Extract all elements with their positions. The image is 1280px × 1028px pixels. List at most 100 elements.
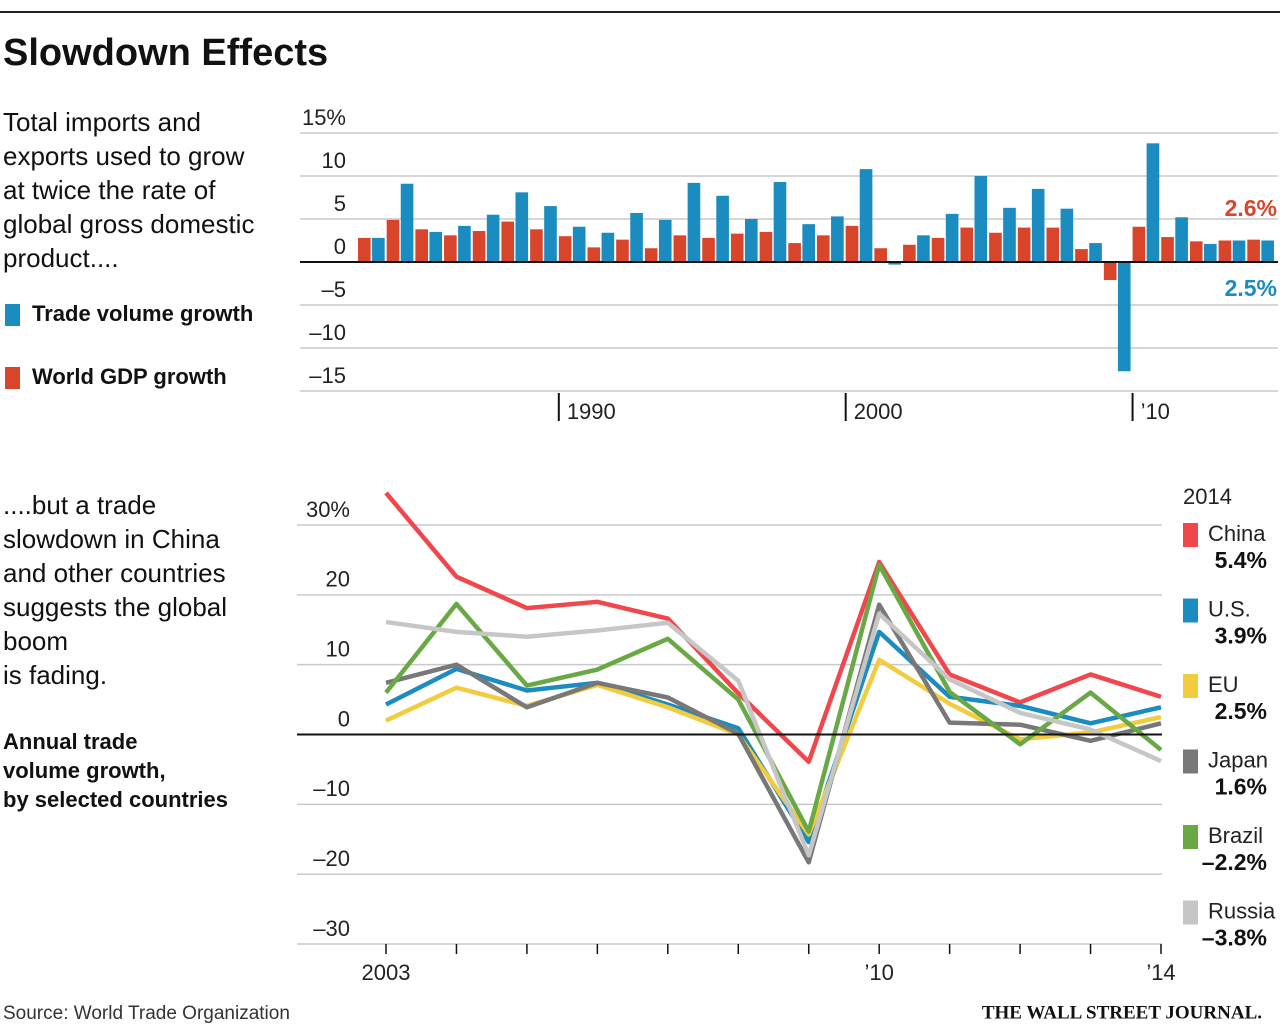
bar <box>1089 243 1102 262</box>
legend-swatch <box>1183 523 1198 547</box>
bar <box>587 247 601 262</box>
legend-label: U.S. <box>1208 596 1251 621</box>
legend-swatch <box>5 367 20 389</box>
bar <box>1046 227 1060 262</box>
bar <box>1189 241 1203 262</box>
description-line: slowdown in China <box>3 524 220 554</box>
bar <box>1003 207 1016 262</box>
bar <box>1017 227 1031 262</box>
legend-label: EU <box>1208 672 1239 697</box>
legend-label: Japan <box>1208 747 1268 772</box>
bar <box>515 192 529 262</box>
y-tick-label: 30% <box>306 497 350 522</box>
y-tick-label: –10 <box>313 776 350 801</box>
bar <box>1060 208 1074 262</box>
y-tick-label: –30 <box>313 916 350 941</box>
bar <box>1261 240 1274 262</box>
legend-value: 2.5% <box>1215 698 1267 724</box>
bar <box>358 237 371 262</box>
description-line: product.... <box>3 243 119 273</box>
description-line: Total imports and <box>3 107 201 137</box>
y-tick-label: –5 <box>322 277 346 302</box>
x-tick-label: ’14 <box>1146 960 1175 985</box>
description-line: at twice the rate of <box>3 175 216 205</box>
x-tick-label: ’10 <box>1141 399 1170 424</box>
series-line <box>385 602 1162 865</box>
legend-value: 3.9% <box>1215 623 1267 649</box>
bar <box>1232 240 1246 262</box>
bar <box>931 237 945 262</box>
bar <box>874 248 887 262</box>
bar <box>1031 188 1045 262</box>
bar <box>530 229 543 262</box>
y-tick-label: 15% <box>302 105 346 130</box>
bar <box>773 182 787 262</box>
source-note: Source: World Trade Organization <box>3 1003 290 1024</box>
bar <box>372 237 385 262</box>
description-line: suggests the global <box>3 592 227 622</box>
bar <box>903 244 916 262</box>
y-tick-label: –15 <box>309 363 346 388</box>
bar <box>572 226 586 262</box>
x-tick-label: 1990 <box>567 399 616 424</box>
bar <box>730 233 744 262</box>
bar <box>616 239 629 262</box>
legend-swatch <box>1183 598 1198 623</box>
legend-value: –2.2% <box>1202 849 1267 875</box>
description-line: ....but a trade <box>3 490 156 520</box>
bar <box>845 225 859 262</box>
x-tick-label: 2000 <box>854 399 903 424</box>
bar <box>1203 243 1217 262</box>
x-tick-label: ’10 <box>865 960 894 985</box>
bar <box>386 219 400 262</box>
bar <box>859 169 873 262</box>
bar <box>687 182 701 262</box>
bar <box>644 248 658 262</box>
legend-label: China <box>1208 521 1266 546</box>
legend-swatch <box>1183 674 1198 698</box>
bar <box>989 232 1002 262</box>
legend-label: World GDP growth <box>32 364 227 389</box>
y-tick-label: 10 <box>322 148 346 173</box>
bar <box>945 213 959 262</box>
y-tick-label: 0 <box>334 234 346 259</box>
x-tick-label: 2003 <box>362 960 411 985</box>
bar <box>1218 240 1232 262</box>
bar <box>1132 226 1146 262</box>
bar <box>1075 249 1088 262</box>
value-label: 2.6% <box>1225 195 1277 221</box>
subtitle-line: Annual trade <box>3 729 137 754</box>
bar <box>744 219 758 262</box>
bar <box>658 219 672 262</box>
legend-swatch <box>1183 749 1198 774</box>
bar <box>415 229 428 262</box>
bar <box>400 183 414 262</box>
y-tick-label: –20 <box>313 846 350 871</box>
legend-value: 5.4% <box>1215 547 1267 573</box>
description-line: boom <box>3 626 68 656</box>
bar <box>702 237 715 262</box>
series-line <box>385 657 1162 837</box>
y-tick-label: 0 <box>338 706 350 731</box>
bar <box>501 221 515 262</box>
bar <box>1175 217 1188 262</box>
bar <box>1146 143 1160 262</box>
legend-value: –3.8% <box>1202 925 1267 951</box>
description-line: exports used to grow <box>3 141 245 171</box>
legend-swatch <box>1183 825 1198 849</box>
bar <box>802 224 815 262</box>
description-line: global gross domestic <box>3 209 254 239</box>
bar <box>917 235 930 262</box>
bar <box>544 206 557 262</box>
y-tick-label: 20 <box>326 567 350 592</box>
bar <box>831 216 844 262</box>
page-title: Slowdown Effects <box>3 32 328 74</box>
bar <box>458 225 471 262</box>
description-line: is fading. <box>3 660 107 690</box>
value-label: 2.5% <box>1225 275 1277 301</box>
legend-label: Trade volume growth <box>32 301 253 326</box>
series-line <box>385 611 1162 858</box>
legend-title: 2014 <box>1183 484 1232 509</box>
y-tick-label: 5 <box>334 191 346 216</box>
